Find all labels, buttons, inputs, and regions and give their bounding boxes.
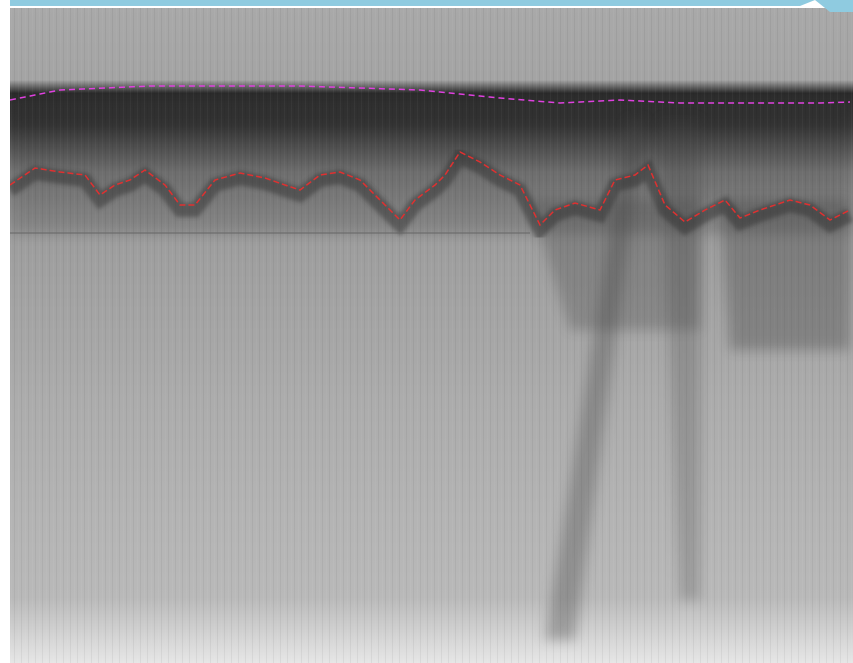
texture <box>10 8 853 663</box>
echogram-screenshot <box>0 0 853 663</box>
page <box>0 0 853 663</box>
left-margin <box>0 0 10 663</box>
